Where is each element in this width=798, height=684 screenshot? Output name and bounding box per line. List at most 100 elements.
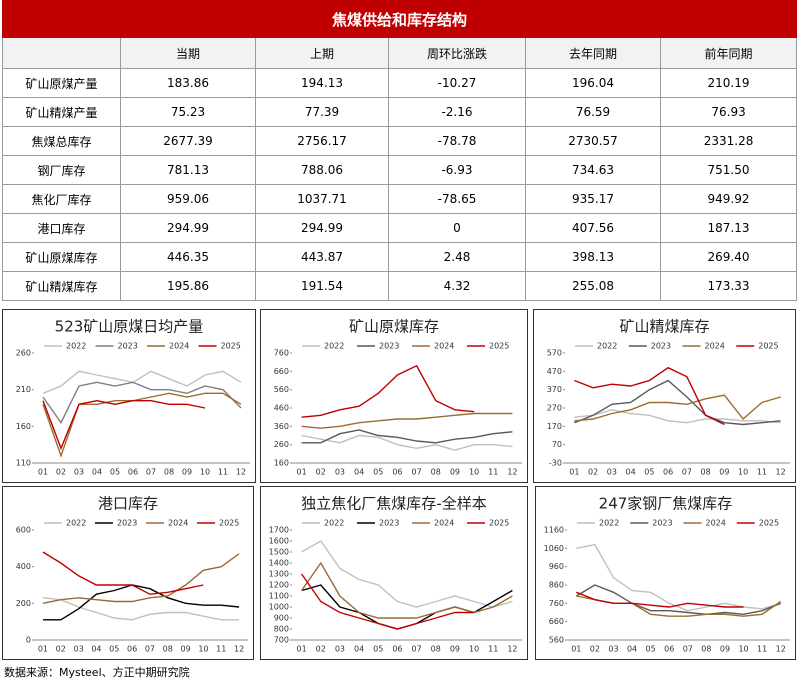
x-tick-label: 11 — [757, 468, 767, 477]
series-line — [301, 584, 513, 630]
x-tick-label: 08 — [701, 468, 711, 477]
table-row: 焦化厂库存 959.06 1037.71 -78.65 935.17 949.92 — [2, 184, 798, 214]
table-row: 港口库存 294.99 294.99 0 407.56 187.13 — [2, 213, 798, 243]
x-tick-label: 06 — [392, 468, 402, 477]
x-tick-label: 07 — [145, 645, 155, 654]
legend-label: 2024 — [169, 342, 189, 351]
x-tick-label: 08 — [431, 468, 441, 477]
series-line — [301, 412, 513, 429]
chart-title: 独立焦化厂焦煤库存-全样本 — [301, 495, 486, 513]
y-tick-label: 1300 — [269, 570, 289, 579]
series-line — [576, 543, 781, 612]
x-tick-label: 01 — [571, 645, 581, 654]
x-tick-label: 10 — [469, 468, 479, 477]
x-tick-label: 05 — [373, 468, 383, 477]
legend-label: 2023 — [117, 519, 137, 528]
x-tick-label: 10 — [738, 645, 748, 654]
y-tick-label: 760 — [274, 349, 289, 358]
change-cell: -10.27 — [388, 68, 526, 98]
chart-title: 港口库存 — [98, 495, 158, 513]
column-header: 当期 — [120, 37, 256, 69]
series-line — [42, 597, 240, 621]
x-tick-label: 08 — [431, 645, 441, 654]
y-tick-label: 660 — [549, 617, 564, 626]
x-tick-label: 04 — [626, 468, 636, 477]
y-tick-label: 1400 — [269, 559, 289, 568]
x-tick-label: 11 — [757, 645, 767, 654]
y-tick-label: 170 — [547, 422, 562, 431]
series-line — [574, 394, 781, 422]
x-tick-label: 01 — [296, 645, 306, 654]
series-line — [574, 366, 725, 426]
cell-value: 191.54 — [255, 271, 389, 301]
x-tick-label: 09 — [450, 645, 460, 654]
legend-label: 2023 — [651, 342, 671, 351]
y-tick-label: 460 — [274, 404, 289, 413]
x-tick-label: 09 — [180, 645, 190, 654]
cell-value: -10.27 — [437, 76, 477, 90]
legend-label: 2025 — [489, 342, 509, 351]
cell-value: 935.17 — [525, 184, 661, 214]
x-tick-label: 04 — [91, 645, 101, 654]
change-cell: -78.78 — [388, 126, 526, 156]
x-tick-label: 01 — [38, 645, 48, 654]
x-tick-label: 07 — [411, 468, 421, 477]
x-tick-label: 03 — [607, 468, 617, 477]
column-header: 上期 — [255, 37, 389, 69]
cell-value: 2331.28 — [659, 126, 798, 156]
x-tick-label: 02 — [316, 468, 326, 477]
chart-title: 矿山原煤库存 — [349, 318, 439, 336]
x-tick-label: 06 — [392, 645, 402, 654]
cell-value: 4.32 — [443, 279, 471, 293]
x-tick-label: 11 — [488, 645, 498, 654]
x-tick-label: 05 — [646, 645, 656, 654]
legend-label: 2024 — [705, 342, 725, 351]
series-line — [574, 409, 781, 424]
cell-value: 2.48 — [443, 250, 471, 264]
cell-value: 194.13 — [255, 68, 389, 98]
y-tick-label: 860 — [549, 581, 564, 590]
chart-frame — [2, 486, 254, 660]
legend-label: 2024 — [434, 519, 454, 528]
cell-value: 446.35 — [120, 242, 256, 272]
y-tick-label: 400 — [16, 562, 31, 571]
cell-value: 407.56 — [525, 213, 661, 243]
legend-label: 2023 — [379, 519, 399, 528]
y-tick-label: 360 — [274, 422, 289, 431]
x-tick-label: 05 — [373, 645, 383, 654]
x-tick-label: 06 — [663, 468, 673, 477]
x-tick-label: 07 — [682, 468, 692, 477]
row-label: 钢厂库存 — [2, 155, 121, 185]
x-tick-label: 03 — [608, 645, 618, 654]
y-tick-label: 260 — [274, 440, 289, 449]
y-tick-label: 900 — [274, 614, 289, 623]
y-tick-label: 470 — [547, 367, 562, 376]
x-tick-label: 08 — [701, 645, 711, 654]
y-tick-label: 110 — [16, 459, 31, 468]
x-tick-label: 09 — [182, 468, 192, 477]
y-tick-label: 1100 — [269, 592, 289, 601]
legend-label: 2022 — [66, 519, 86, 528]
cell-value: 734.63 — [525, 155, 661, 185]
y-tick-label: 1200 — [269, 581, 289, 590]
table-row: 焦煤总库存 2677.39 2756.17 -78.78 2730.57 2331.28 — [2, 126, 798, 156]
series-line — [42, 392, 242, 458]
y-tick-label: 160 — [274, 459, 289, 468]
y-tick-label: 0 — [26, 636, 31, 645]
x-tick-label: 04 — [92, 468, 102, 477]
legend-label: 2025 — [758, 342, 778, 351]
cell-value: 0 — [453, 221, 461, 235]
x-tick-label: 12 — [507, 468, 517, 477]
series-line — [301, 561, 513, 619]
legend-label: 2023 — [379, 342, 399, 351]
x-tick-label: 02 — [56, 468, 66, 477]
y-tick-label: 760 — [549, 599, 564, 608]
cell-value: 77.39 — [255, 97, 389, 127]
legend-label: 2024 — [168, 519, 188, 528]
x-tick-label: 04 — [354, 645, 364, 654]
x-tick-label: 12 — [507, 645, 517, 654]
x-tick-label: 05 — [110, 468, 120, 477]
x-tick-label: 04 — [627, 645, 637, 654]
legend-label: 2025 — [489, 519, 509, 528]
x-tick-label: 11 — [488, 468, 498, 477]
